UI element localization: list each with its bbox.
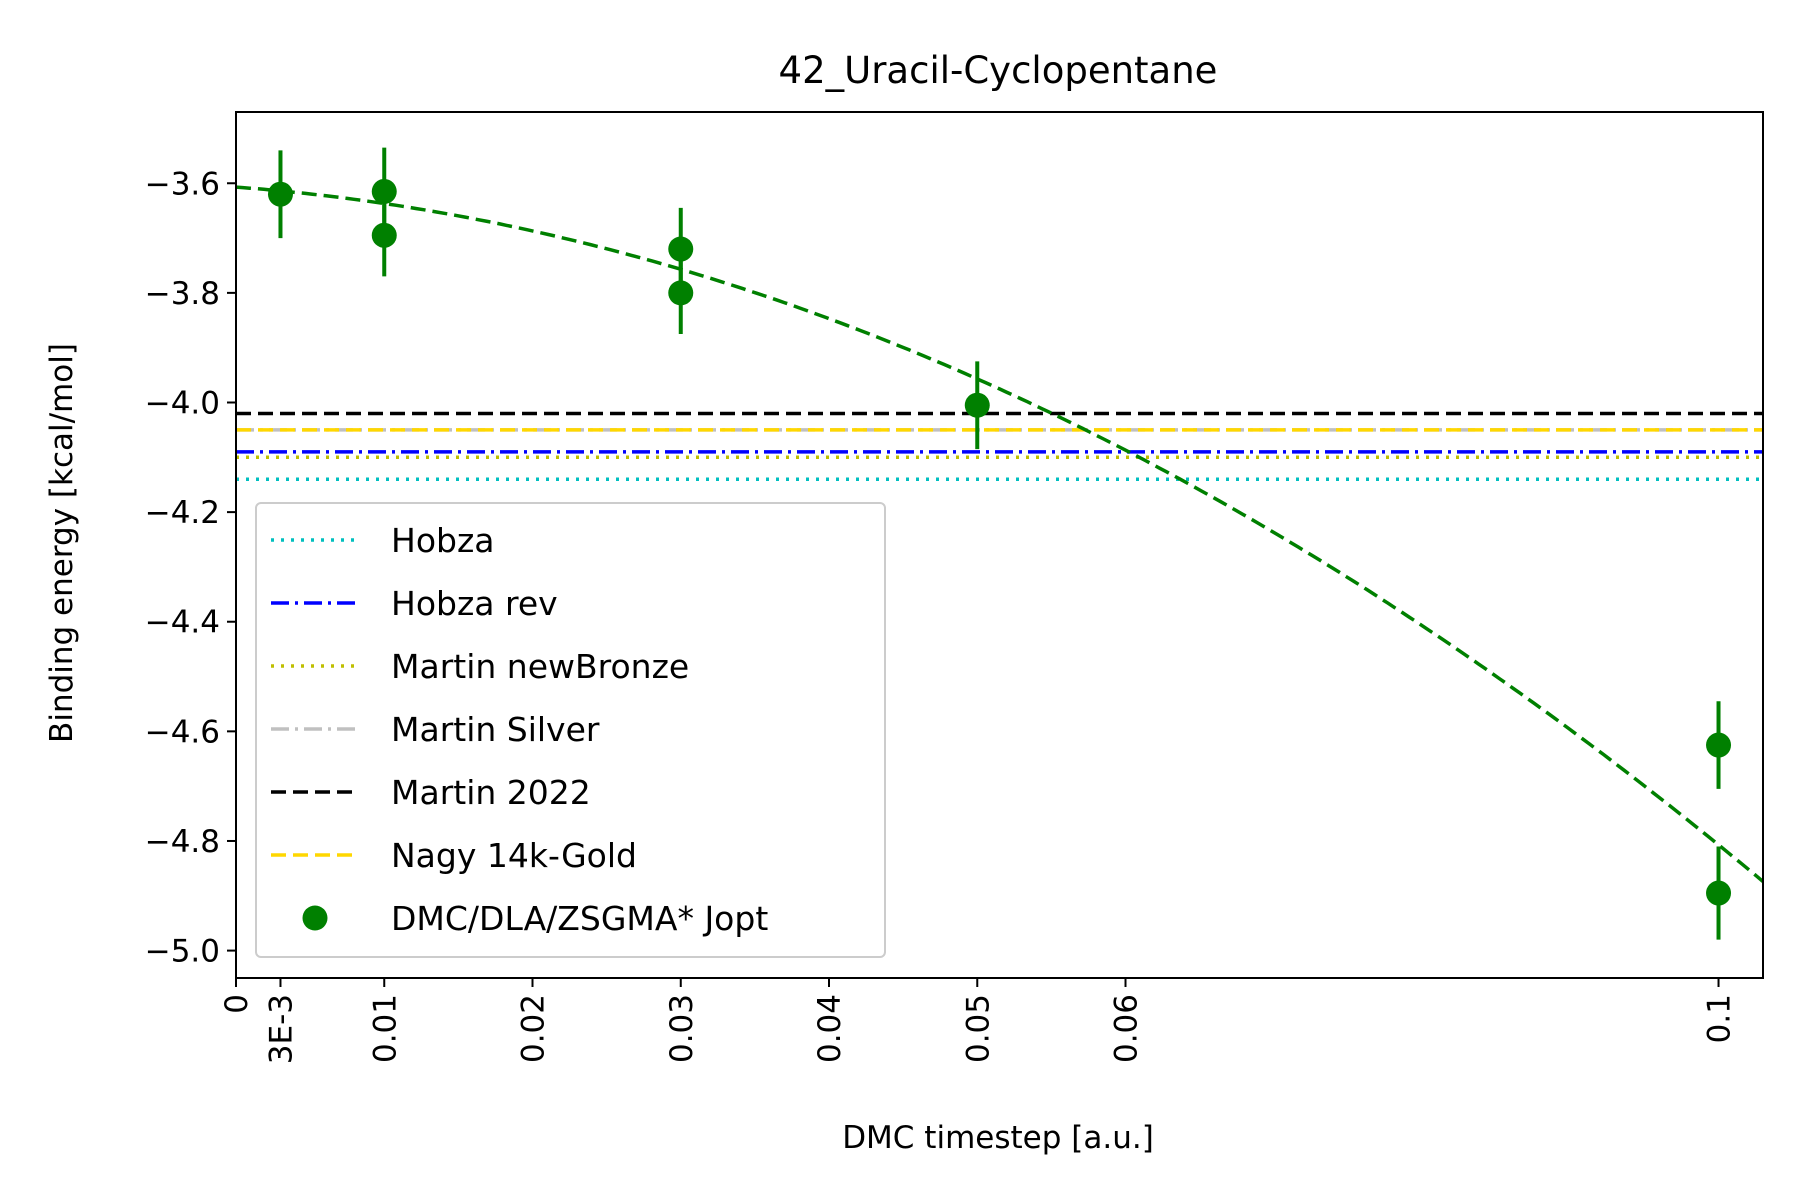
- legend-label-4: Martin Silver: [391, 710, 600, 749]
- legend-label-2: Hobza rev: [391, 584, 558, 623]
- y-tick-label-6: −4.6: [145, 714, 220, 750]
- legend-label-5: Martin 2022: [391, 773, 591, 812]
- y-tick-label-7: −4.8: [145, 824, 220, 860]
- data-point-2: [371, 178, 397, 204]
- data-point-8: [1706, 880, 1732, 906]
- x-tick-label-5: 0.03: [664, 994, 700, 1063]
- y-tick-label-2: −3.8: [145, 276, 220, 312]
- y-tick-label-8: −5.0: [145, 934, 220, 970]
- legend-label-3: Martin newBronze: [391, 647, 689, 686]
- y-tick-label-3: −4.0: [145, 385, 220, 421]
- data-point-4: [668, 236, 694, 262]
- x-tick-label-6: 0.04: [812, 994, 848, 1063]
- data-point-3: [371, 222, 397, 248]
- x-tick-label-4: 0.02: [516, 994, 552, 1063]
- axes-frame: [235, 111, 1764, 979]
- plot-area: [235, 111, 1764, 979]
- fit-curve: [236, 185, 1763, 883]
- legend-marker-7: [302, 905, 328, 931]
- data-point-5: [668, 280, 694, 306]
- x-tick-label-9: 0.1: [1702, 994, 1738, 1043]
- data-point-7: [1706, 732, 1732, 758]
- x-tick-label-8: 0.06: [1109, 994, 1145, 1063]
- legend: Hobza Hobza rev Martin newBronze Martin Sil…: [255, 502, 886, 958]
- legend-box: [255, 502, 886, 958]
- data-point-6: [964, 392, 990, 418]
- y-tick-label-4: −4.2: [145, 495, 220, 531]
- x-tick-label-3: 0.01: [367, 994, 403, 1063]
- x-axis-label: DMC timestep [a.u.]: [842, 1120, 1154, 1156]
- x-tick-label-7: 0.05: [960, 994, 996, 1063]
- x-axis-ticks: 0 3E-3 0.01 0.02 0.03 0.04 0.05 0.06 0.1: [219, 978, 1738, 1064]
- data-point-1: [267, 181, 293, 207]
- y-axis-label: Binding energy [kcal/mol]: [44, 343, 80, 743]
- y-tick-label-1: −3.6: [145, 166, 220, 202]
- y-axis-ticks: −3.6 −3.8 −4.0 −4.2 −4.4 −4.6 −4.8 −5.0: [145, 166, 236, 970]
- chart-title: 42_Uracil-Cyclopentane: [779, 49, 1218, 92]
- x-tick-label-1: 0: [219, 994, 255, 1014]
- x-tick-label-2: 3E-3: [263, 994, 299, 1064]
- legend-label-7: DMC/DLA/ZSGMA* Jopt: [391, 899, 768, 938]
- legend-label-6: Nagy 14k-Gold: [391, 836, 637, 875]
- legend-label-1: Hobza: [391, 521, 495, 560]
- y-tick-label-5: −4.4: [145, 605, 220, 641]
- plot-data-group: [236, 147, 1763, 940]
